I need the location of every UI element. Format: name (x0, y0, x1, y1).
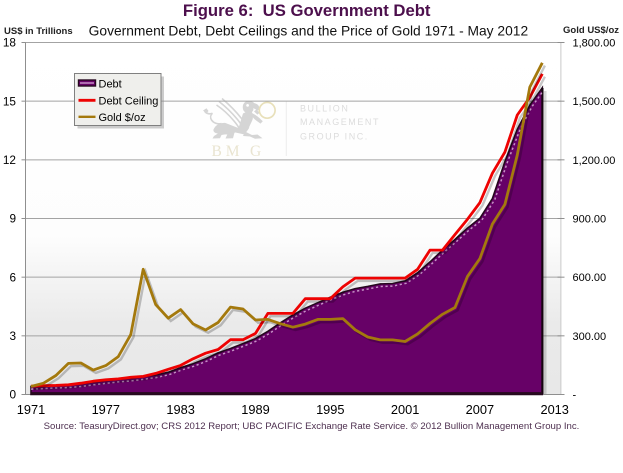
svg-text:MANAGEMENT: MANAGEMENT (300, 117, 380, 127)
svg-text:1,500.00: 1,500.00 (573, 96, 616, 108)
svg-text:3: 3 (9, 329, 16, 343)
svg-text:Figure 6: US Government Debt: Figure 6: US Government Debt (183, 1, 431, 20)
svg-text:G: G (250, 143, 261, 160)
svg-text:0: 0 (9, 388, 16, 402)
svg-text:1,200.00: 1,200.00 (573, 155, 616, 167)
svg-text:Gold US$/oz: Gold US$/oz (563, 25, 619, 36)
svg-text:BULLION: BULLION (300, 104, 349, 114)
svg-text:6: 6 (9, 270, 16, 284)
svg-text:1977: 1977 (92, 402, 120, 417)
svg-text:2007: 2007 (466, 402, 494, 417)
svg-text:Debt: Debt (99, 78, 122, 90)
svg-text:B: B (212, 143, 222, 160)
svg-text:1995: 1995 (316, 402, 344, 417)
svg-text:600.00: 600.00 (573, 272, 607, 284)
svg-text:1971: 1971 (17, 402, 45, 417)
svg-text:Source: TeasuryDirect.gov; CRS: Source: TeasuryDirect.gov; CRS 2012 Repo… (44, 421, 580, 432)
svg-text:US$ in Trillions: US$ in Trillions (4, 26, 73, 37)
svg-text:-: - (573, 390, 577, 402)
svg-text:12: 12 (3, 153, 16, 167)
svg-text:M: M (226, 143, 240, 160)
svg-text:9: 9 (9, 212, 16, 226)
svg-text:Gold $/oz: Gold $/oz (99, 112, 146, 124)
svg-text:Debt Ceiling: Debt Ceiling (99, 95, 159, 107)
svg-text:18: 18 (3, 36, 17, 50)
svg-text:GROUP INC.: GROUP INC. (300, 131, 369, 141)
svg-text:1989: 1989 (241, 402, 269, 417)
svg-text:900.00: 900.00 (573, 214, 607, 226)
svg-text:2013: 2013 (540, 402, 568, 417)
svg-text:1983: 1983 (166, 402, 194, 417)
svg-text:2001: 2001 (391, 402, 419, 417)
svg-text:300.00: 300.00 (573, 331, 607, 343)
svg-text:15: 15 (3, 94, 17, 108)
svg-text:1,800.00: 1,800.00 (573, 38, 616, 50)
svg-text:Government Debt, Debt Ceilings: Government Debt, Debt Ceilings and the P… (89, 24, 528, 39)
